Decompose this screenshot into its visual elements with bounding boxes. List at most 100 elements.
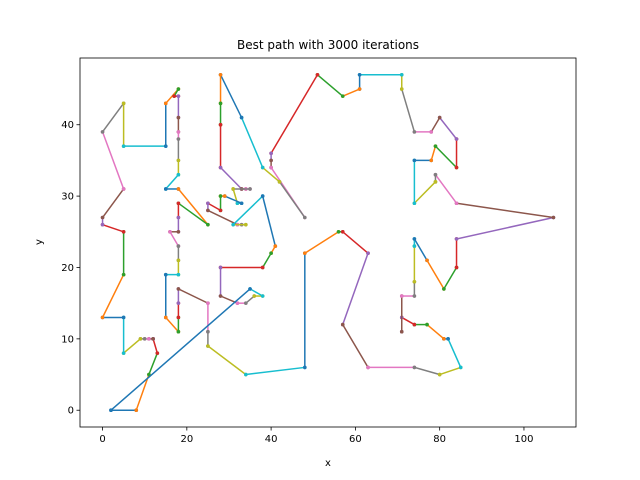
path-point xyxy=(121,315,126,320)
path-point xyxy=(100,130,105,134)
path-point xyxy=(206,208,210,213)
path-segment xyxy=(168,230,180,248)
path-segment xyxy=(303,230,340,255)
path-point xyxy=(442,287,446,291)
path-segment xyxy=(101,187,125,219)
path-point xyxy=(437,115,442,120)
path-point xyxy=(134,408,139,413)
path-segment xyxy=(434,145,458,169)
path-segment xyxy=(219,166,243,191)
path-point xyxy=(121,144,126,148)
path-segment xyxy=(430,116,441,133)
path-point xyxy=(303,215,307,220)
path-point xyxy=(433,144,438,148)
path-segment xyxy=(177,287,209,305)
path-point xyxy=(303,365,307,370)
path-point xyxy=(412,322,417,327)
y-tick-label: 0 xyxy=(68,406,74,417)
path-point xyxy=(446,337,450,341)
path-point xyxy=(260,194,265,198)
path-segment xyxy=(177,202,209,226)
path-point xyxy=(163,187,168,191)
path-point xyxy=(155,351,160,355)
path-point xyxy=(176,329,181,334)
path-point xyxy=(218,122,223,127)
path-segment xyxy=(122,337,142,355)
path-segment xyxy=(206,209,239,226)
path-segment xyxy=(177,187,209,226)
path-segment xyxy=(447,337,462,369)
x-tick-label: 60 xyxy=(349,434,362,445)
path-segment xyxy=(413,366,441,376)
path-point xyxy=(412,158,417,163)
path-point xyxy=(551,215,556,220)
path-segment xyxy=(101,273,125,319)
path-point xyxy=(163,101,168,106)
path-point xyxy=(176,94,181,98)
path-point xyxy=(176,87,181,91)
path-point xyxy=(176,137,181,141)
path-point xyxy=(218,101,223,106)
y-tick-label: 10 xyxy=(61,334,74,345)
path-point xyxy=(260,265,265,270)
path-segment xyxy=(341,323,370,369)
y-tick-label: 30 xyxy=(61,192,74,203)
x-tick-label: 80 xyxy=(433,434,446,445)
path-point xyxy=(260,294,265,298)
path-segment xyxy=(261,252,273,269)
path-segment xyxy=(206,344,247,376)
chart-title: Best path with 3000 iterations xyxy=(237,38,419,52)
path-point xyxy=(100,315,105,320)
path-point xyxy=(176,187,181,191)
path-point xyxy=(218,265,223,270)
path-segment xyxy=(438,366,462,376)
path-point xyxy=(273,244,278,248)
path-point xyxy=(218,194,223,198)
path-point xyxy=(252,294,257,298)
path-point xyxy=(176,272,181,277)
path-segment xyxy=(223,195,243,205)
path-point xyxy=(412,365,417,370)
path-point xyxy=(412,279,417,284)
path-point xyxy=(218,208,223,213)
path-point xyxy=(138,337,143,341)
path-segment xyxy=(455,216,555,240)
path-segment xyxy=(425,323,445,340)
path-segment xyxy=(430,145,437,162)
x-tick-label: 20 xyxy=(180,434,193,445)
path-segment xyxy=(438,116,458,141)
path-point xyxy=(248,287,252,291)
path-point xyxy=(399,294,404,298)
path-point xyxy=(269,151,273,156)
path-point xyxy=(147,337,151,341)
path-point xyxy=(366,365,370,370)
path-point xyxy=(121,272,126,277)
path-point xyxy=(269,251,273,256)
path-point xyxy=(336,229,341,234)
path-segment xyxy=(426,259,445,290)
path-point xyxy=(429,158,434,163)
y-tick-label: 40 xyxy=(61,120,74,131)
path-segment xyxy=(413,237,429,262)
path-point xyxy=(218,165,223,170)
path-point xyxy=(100,215,105,220)
path-point xyxy=(454,137,459,141)
x-tick-label: 40 xyxy=(265,434,278,445)
path-segment xyxy=(261,166,281,183)
path-point xyxy=(206,301,210,305)
path-point xyxy=(412,130,417,134)
path-point xyxy=(176,115,181,120)
path-point xyxy=(121,229,126,234)
path-point xyxy=(244,222,248,227)
path-segment xyxy=(164,173,180,191)
path-point xyxy=(151,337,155,341)
path-segment xyxy=(244,366,306,376)
path-point xyxy=(206,344,210,348)
path-segment xyxy=(316,73,344,98)
y-tick-label: 20 xyxy=(61,263,74,274)
path-point xyxy=(176,130,181,134)
path-segment xyxy=(232,195,264,226)
path-point xyxy=(206,201,210,206)
path-point xyxy=(176,244,181,248)
path-point xyxy=(425,258,429,263)
